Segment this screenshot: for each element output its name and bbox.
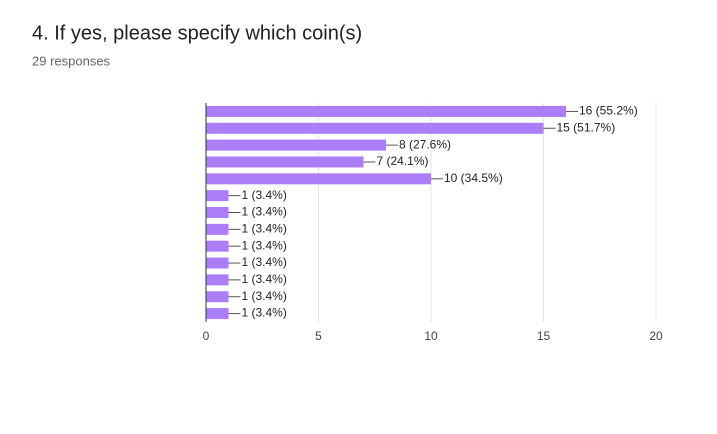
bar: [206, 207, 229, 218]
chart-title: 4. If yes, please specify which coin(s): [32, 22, 362, 44]
bar: [206, 291, 229, 303]
bar: [206, 240, 229, 252]
data-label: 1 (3.4%): [242, 272, 287, 286]
bar: [206, 257, 229, 269]
bar: [206, 156, 364, 168]
data-label: 15 (51.7%): [557, 120, 616, 134]
data-label: 10 (34.5%): [444, 171, 503, 185]
x-tick-label: 15: [537, 329, 551, 343]
bar: [206, 274, 229, 286]
bar: [206, 105, 566, 117]
bar: [206, 139, 386, 151]
x-tick-label: 0: [203, 329, 210, 343]
data-label: 1 (3.4%): [242, 238, 287, 252]
data-label: 16 (55.2%): [579, 104, 638, 118]
bar: [206, 173, 431, 185]
bar: [206, 122, 544, 134]
data-label: 7 (24.1%): [377, 154, 429, 168]
x-tick-label: 20: [649, 329, 663, 343]
data-label: 1 (3.4%): [242, 289, 287, 303]
data-label: 8 (27.6%): [399, 137, 451, 151]
x-tick-label: 5: [315, 329, 322, 343]
data-label: 1 (3.4%): [242, 306, 287, 320]
bar: [206, 190, 229, 202]
bar: [206, 308, 229, 320]
x-tick-label: 10: [424, 329, 438, 343]
data-label: 1 (3.4%): [242, 205, 287, 219]
data-label: 1 (3.4%): [242, 222, 287, 236]
data-label: 1 (3.4%): [242, 255, 287, 269]
data-label: 1 (3.4%): [242, 188, 287, 202]
chart-subtitle: 29 responses: [32, 53, 111, 68]
bar: [206, 223, 229, 235]
